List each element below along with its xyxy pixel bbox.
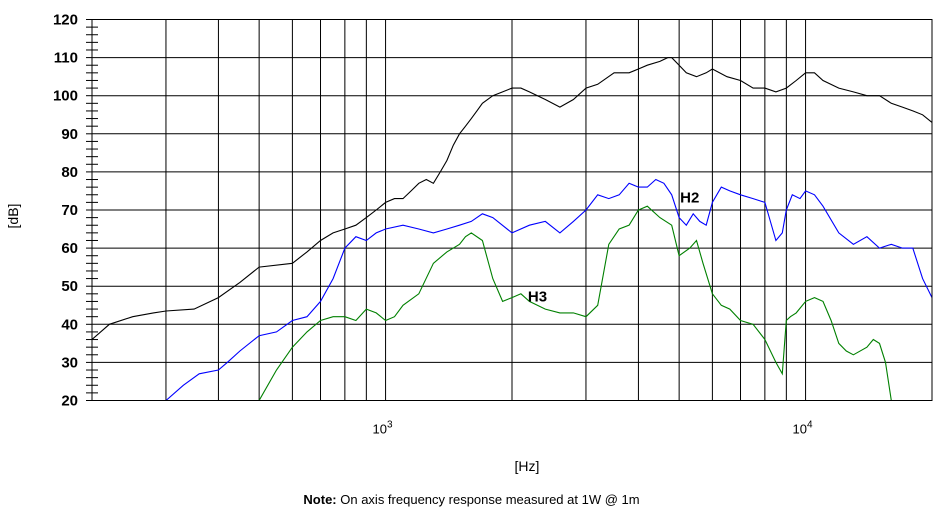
annotations: H2 H3 bbox=[528, 189, 699, 305]
grid bbox=[92, 19, 932, 401]
tick-marks bbox=[86, 19, 98, 401]
x-tick-label: 104 bbox=[793, 420, 813, 437]
y-tick-label: 100 bbox=[53, 88, 78, 105]
y-tick-label: 90 bbox=[61, 126, 78, 143]
series-lines bbox=[92, 57, 932, 401]
series-line-h2 bbox=[165, 178, 932, 401]
y-tick-label: 50 bbox=[61, 278, 78, 295]
y-tick-label: 70 bbox=[61, 202, 78, 219]
y-axis-label: [dB] bbox=[5, 204, 21, 229]
x-axis-label: [Hz] bbox=[515, 458, 540, 474]
series-line-h3 bbox=[258, 205, 892, 401]
series-line-response bbox=[92, 57, 932, 340]
y-tick-label: 20 bbox=[61, 393, 78, 410]
annotation-h3: H3 bbox=[528, 288, 547, 305]
x-tick-labels: 103 104 bbox=[373, 420, 813, 437]
x-tick-label: 103 bbox=[373, 420, 393, 437]
y-tick-labels: 20 30 40 50 60 70 80 90 100 110 120 bbox=[53, 12, 78, 410]
y-tick-label: 30 bbox=[61, 354, 78, 371]
y-tick-label: 110 bbox=[54, 50, 78, 67]
y-tick-label: 120 bbox=[53, 12, 78, 29]
y-tick-label: 80 bbox=[61, 164, 78, 181]
frequency-response-chart: 20 30 40 50 60 70 80 90 100 110 120 103 104 H2 H3 [d… bbox=[5, 12, 933, 474]
y-tick-label: 40 bbox=[61, 316, 78, 333]
note-text: On axis frequency response measured at 1… bbox=[340, 492, 640, 507]
footnote: Note: On axis frequency response measure… bbox=[0, 492, 943, 507]
y-tick-label: 60 bbox=[61, 240, 78, 257]
note-label: Note: bbox=[303, 492, 337, 507]
annotation-h2: H2 bbox=[680, 189, 699, 206]
